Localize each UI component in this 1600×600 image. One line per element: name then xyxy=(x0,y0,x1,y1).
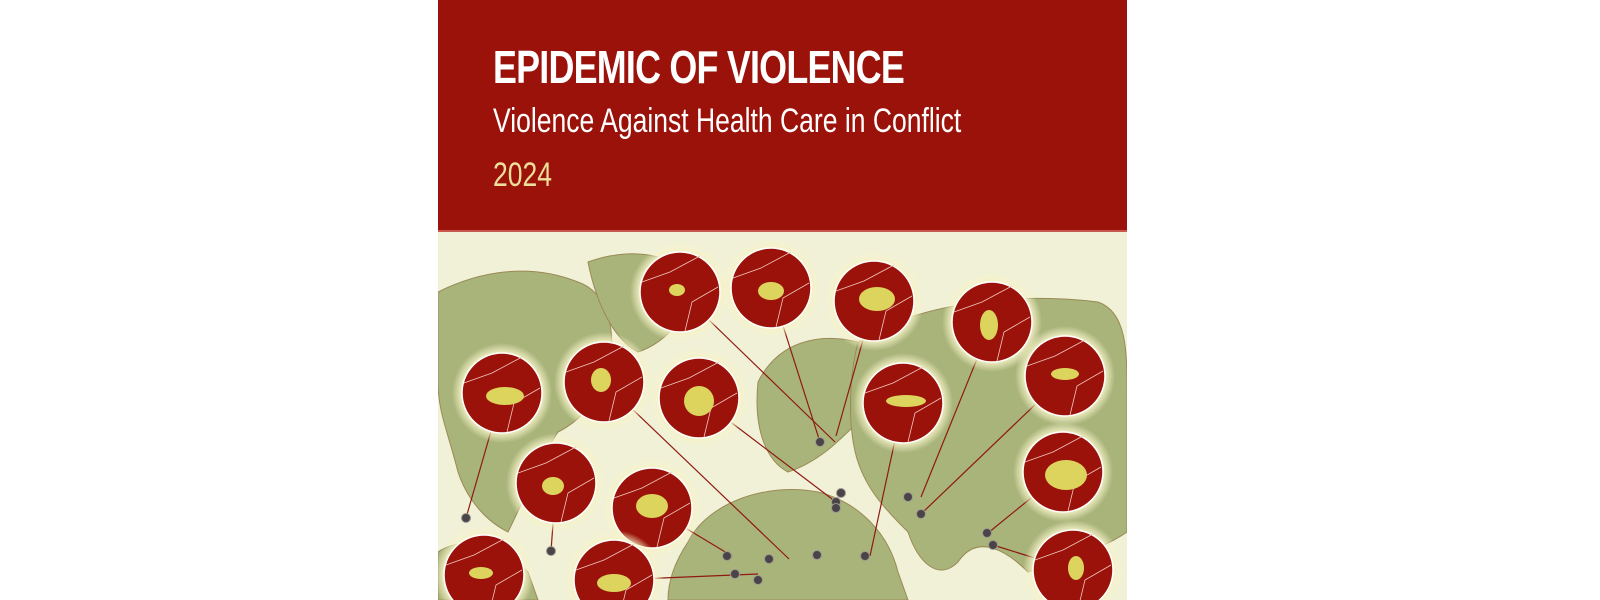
location-dot xyxy=(982,528,992,538)
report-subtitle: Violence Against Health Care in Conflict xyxy=(493,102,962,140)
location-dot xyxy=(815,437,825,447)
highlighted-country xyxy=(486,387,524,405)
country-marker xyxy=(630,242,730,342)
country-marker xyxy=(1015,326,1115,426)
location-dot xyxy=(831,503,841,513)
report-year: 2024 xyxy=(493,156,552,194)
country-marker xyxy=(438,525,534,600)
location-dot xyxy=(903,492,913,502)
location-dot xyxy=(730,569,740,579)
highlighted-country xyxy=(1068,556,1084,580)
country-marker xyxy=(721,238,821,338)
location-dot xyxy=(461,513,471,523)
highlighted-country xyxy=(669,284,685,296)
location-dot xyxy=(916,509,926,519)
report-title: EPIDEMIC OF VIOLENCE xyxy=(493,41,905,93)
highlighted-country xyxy=(1051,368,1079,380)
highlighted-country xyxy=(469,567,493,579)
location-dot xyxy=(753,575,763,585)
report-cover: EPIDEMIC OF VIOLENCE Violence Against He… xyxy=(438,0,1127,600)
africa xyxy=(667,488,909,600)
country-marker xyxy=(506,433,606,533)
country-marker xyxy=(452,343,552,443)
country-marker xyxy=(564,530,664,600)
location-dot xyxy=(988,540,998,550)
highlighted-country xyxy=(980,310,998,340)
country-marker xyxy=(649,348,749,448)
location-dot xyxy=(836,488,846,498)
location-dots xyxy=(461,437,998,585)
location-dot xyxy=(764,554,774,564)
location-dot xyxy=(812,550,822,560)
highlighted-country xyxy=(758,282,784,300)
highlighted-country xyxy=(684,386,714,416)
highlighted-country xyxy=(859,287,895,311)
highlighted-country xyxy=(886,395,926,407)
highlighted-country xyxy=(1045,460,1087,490)
location-dot xyxy=(860,551,870,561)
highlighted-country xyxy=(542,477,564,495)
location-dot xyxy=(722,551,732,561)
cover-header: EPIDEMIC OF VIOLENCE Violence Against He… xyxy=(438,0,1127,232)
country-marker xyxy=(1023,520,1123,600)
country-markers xyxy=(438,238,1123,600)
highlighted-country xyxy=(636,494,668,518)
location-dot xyxy=(546,546,556,556)
country-marker xyxy=(824,251,924,351)
country-marker xyxy=(1013,422,1113,522)
country-marker xyxy=(554,332,654,432)
world-map-illustration xyxy=(438,232,1127,600)
highlighted-country xyxy=(591,368,611,392)
country-marker xyxy=(942,272,1042,372)
country-marker xyxy=(853,353,953,453)
highlighted-country xyxy=(597,574,631,592)
